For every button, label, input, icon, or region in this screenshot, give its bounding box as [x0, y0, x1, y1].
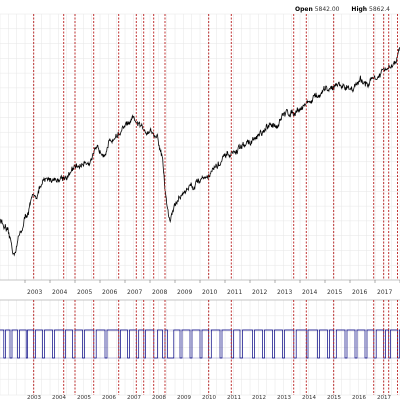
signal-year-tick-label: 2004: [52, 395, 66, 400]
signal-year-tick-label: 2011: [227, 395, 241, 400]
year-tick-label: 2003: [27, 289, 42, 296]
year-tick-label: 2011: [227, 289, 242, 296]
high-label: High: [351, 6, 368, 13]
year-tick-label: 2006: [102, 289, 117, 296]
price-series-line: [0, 46, 400, 257]
year-tick-label: 2005: [77, 289, 92, 296]
open-label: Open: [295, 6, 313, 13]
year-tick-label: 2008: [152, 289, 167, 296]
open-value: 5842.00: [314, 6, 340, 13]
year-tick-label: 2009: [177, 289, 192, 296]
signal-year-tick-label: 2017: [377, 395, 391, 400]
year-tick-label: 2016: [352, 289, 367, 296]
high-value: 5862.4: [369, 6, 390, 13]
signal-year-tick-label: 2005: [77, 395, 91, 400]
signal-year-tick-label: 2016: [352, 395, 366, 400]
event-lines: [33, 14, 398, 395]
signal-year-tick-label: 2010: [202, 395, 216, 400]
signal-year-tick-label: 2006: [102, 395, 116, 400]
signal-panel: [0, 329, 400, 359]
price-grid: [0, 13, 400, 281]
year-tick-label: 2017: [377, 289, 392, 296]
year-tick-label: 2007: [127, 289, 142, 296]
signal-series-line: [0, 329, 400, 359]
year-tick-label: 2014: [302, 289, 317, 296]
signal-year-tick-label: 2009: [177, 395, 191, 400]
signal-year-tick-label: 2015: [327, 395, 341, 400]
year-tick-label: 2004: [52, 289, 67, 296]
year-tick-label: 2010: [202, 289, 217, 296]
signal-year-tick-label: 2003: [27, 395, 41, 400]
ohlc-header: Open 5842.00 High 5862.4: [295, 6, 400, 13]
signal-year-tick-label: 2013: [277, 395, 291, 400]
year-tick-label: 2012: [252, 289, 267, 296]
year-tick-label: 2013: [277, 289, 292, 296]
signal-grid: [0, 299, 400, 396]
signal-year-tick-label: 2007: [127, 395, 141, 400]
price-panel: [0, 46, 400, 257]
signal-year-tick-label: 2014: [302, 395, 316, 400]
year-tick-label: 2015: [327, 289, 342, 296]
signal-year-tick-label: 2012: [252, 395, 266, 400]
signal-year-tick-label: 2008: [152, 395, 166, 400]
year-axis: 2003 2003 2004 2004 2005 2005 2006 2006 2007 2007…: [24, 280, 400, 400]
